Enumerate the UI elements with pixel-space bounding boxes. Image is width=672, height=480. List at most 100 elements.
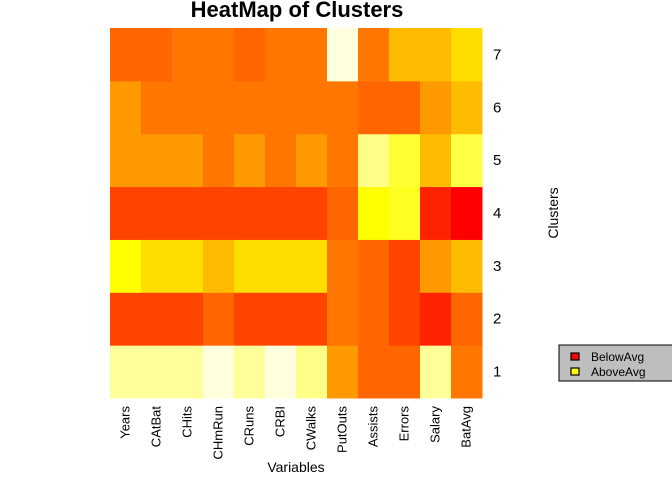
y-tick-3: 3 — [493, 258, 501, 275]
y-tick-1: 1 — [493, 364, 501, 381]
heatmap-cell-4-CHmRun — [203, 186, 235, 240]
heatmap-cell-5-Assists — [358, 133, 390, 188]
heatmap-cell-6-CHits — [172, 80, 204, 135]
heatmap-cell-6-CHmRun — [203, 80, 235, 135]
heatmap-cell-6-Errors — [389, 80, 421, 135]
x-tick-CRBI: CRBI — [273, 406, 288, 437]
x-tick-labels: Years CAtBat CHits CHmRun CRuns CRBI CWalks Put… — [118, 406, 474, 460]
heatmap-cell-7-Assists — [358, 28, 390, 82]
legend-label-AboveAvg: AboveAvg — [591, 365, 646, 379]
heatmap-cell-2-CRBI — [265, 292, 297, 346]
heatmap-cell-5-CWalks — [296, 133, 328, 188]
heatmap-cell-5-BatAvg — [451, 133, 483, 188]
heatmap-cell-7-CWalks — [296, 28, 328, 82]
heatmap-cell-2-CAtBat — [141, 292, 173, 346]
heatmap-cell-2-Years — [110, 292, 142, 346]
heatmap-cell-1-Years — [110, 345, 142, 399]
heatmap-cell-7-CHits — [172, 28, 204, 82]
heatmap-cell-4-CHits — [172, 186, 204, 240]
heatmap-cell-3-CRBI — [265, 239, 297, 293]
heatmap-cell-1-CHits — [172, 345, 204, 399]
heatmap-cell-7-CAtBat — [141, 28, 173, 82]
heatmap-cell-3-Years — [110, 239, 142, 293]
x-tick-Salary: Salary — [428, 406, 443, 443]
heatmap-cell-7-Years — [110, 28, 142, 82]
heatmap-cell-2-CHmRun — [203, 292, 235, 346]
heatmap-cell-4-BatAvg — [451, 186, 483, 240]
heatmap-cell-5-CRBI — [265, 133, 297, 188]
heatmap-cell-7-CRuns — [234, 28, 266, 82]
x-tick-PutOuts: PutOuts — [335, 406, 350, 453]
x-tick-CAtBat: CAtBat — [149, 406, 164, 448]
heatmap-cell-3-CWalks — [296, 239, 328, 293]
legend-label-BelowAvg: BelowAvg — [591, 350, 644, 364]
heatmap-cell-1-PutOuts — [327, 345, 359, 399]
chart-title: HeatMap of Clusters — [191, 0, 404, 22]
heatmap-cell-6-CAtBat — [141, 80, 173, 135]
heatmap-cell-2-CWalks — [296, 292, 328, 346]
heatmap-cell-6-CRBI — [265, 80, 297, 135]
y-tick-labels: 1 2 3 4 5 6 7 — [493, 46, 501, 380]
heatmap-cell-6-CWalks — [296, 80, 328, 135]
heatmap-cell-4-CRBI — [265, 186, 297, 240]
heatmap-cell-4-Errors — [389, 186, 421, 240]
heatmap-cell-4-PutOuts — [327, 186, 359, 240]
y-tick-6: 6 — [493, 99, 501, 116]
heatmap-cell-2-CRuns — [234, 292, 266, 346]
y-tick-2: 2 — [493, 311, 501, 328]
y-axis-label: Clusters — [545, 187, 561, 238]
heatmap-cell-6-BatAvg — [451, 80, 483, 135]
heatmap-cell-1-CRuns — [234, 345, 266, 399]
heatmap-cells — [110, 28, 483, 399]
y-tick-4: 4 — [493, 205, 501, 222]
heatmap-cell-2-Assists — [358, 292, 390, 346]
heatmap-cell-7-PutOuts — [327, 28, 359, 82]
heatmap-cell-6-Salary — [420, 80, 452, 135]
x-tick-CHmRun: CHmRun — [211, 406, 226, 459]
heatmap-cell-1-Salary — [420, 345, 452, 399]
heatmap-cell-7-Errors — [389, 28, 421, 82]
heatmap-cell-5-Years — [110, 133, 142, 188]
heatmap-cell-3-Assists — [358, 239, 390, 293]
heatmap-cell-3-CHits — [172, 239, 204, 293]
heatmap-cell-5-CAtBat — [141, 133, 173, 188]
heatmap-cell-5-CHits — [172, 133, 204, 188]
heatmap-cell-4-CRuns — [234, 186, 266, 240]
heatmap-cell-3-PutOuts — [327, 239, 359, 293]
heatmap-cell-5-Salary — [420, 133, 452, 188]
heatmap-cell-3-CHmRun — [203, 239, 235, 293]
legend-swatch-AboveAvg — [570, 367, 580, 376]
x-tick-BatAvg: BatAvg — [459, 406, 474, 448]
heatmap-cell-6-Years — [110, 80, 142, 135]
y-tick-5: 5 — [493, 152, 501, 169]
heatmap-cell-4-Assists — [358, 186, 390, 240]
legend-swatch-BelowAvg — [570, 352, 580, 361]
heatmap-cell-4-Salary — [420, 186, 452, 240]
heatmap-cell-7-Salary — [420, 28, 452, 82]
heatmap-cell-1-Assists — [358, 345, 390, 399]
x-tick-CRuns: CRuns — [242, 406, 257, 446]
heatmap-cell-1-CWalks — [296, 345, 328, 399]
y-tick-7: 7 — [493, 46, 501, 63]
heatmap-cell-1-BatAvg — [451, 345, 483, 399]
heatmap-cell-3-Errors — [389, 239, 421, 293]
x-tick-Assists: Assists — [366, 406, 381, 448]
heatmap-cell-7-BatAvg — [451, 28, 483, 82]
heatmap-cell-7-CHmRun — [203, 28, 235, 82]
heatmap-cell-5-Errors — [389, 133, 421, 188]
heatmap-cell-5-CHmRun — [203, 133, 235, 188]
x-tick-Years: Years — [118, 406, 133, 439]
heatmap-cell-2-CHits — [172, 292, 204, 346]
heatmap-cell-6-CRuns — [234, 80, 266, 135]
x-tick-Errors: Errors — [397, 406, 412, 442]
heatmap-cell-1-Errors — [389, 345, 421, 399]
heatmap-cell-6-Assists — [358, 80, 390, 135]
heatmap-cell-1-CHmRun — [203, 345, 235, 399]
heatmap-cell-2-BatAvg — [451, 292, 483, 346]
heatmap-cell-4-Years — [110, 186, 142, 240]
heatmap-cell-7-CRBI — [265, 28, 297, 82]
heatmap-cell-3-Salary — [420, 239, 452, 293]
heatmap-cell-1-CRBI — [265, 345, 297, 399]
heatmap-cell-2-Salary — [420, 292, 452, 346]
